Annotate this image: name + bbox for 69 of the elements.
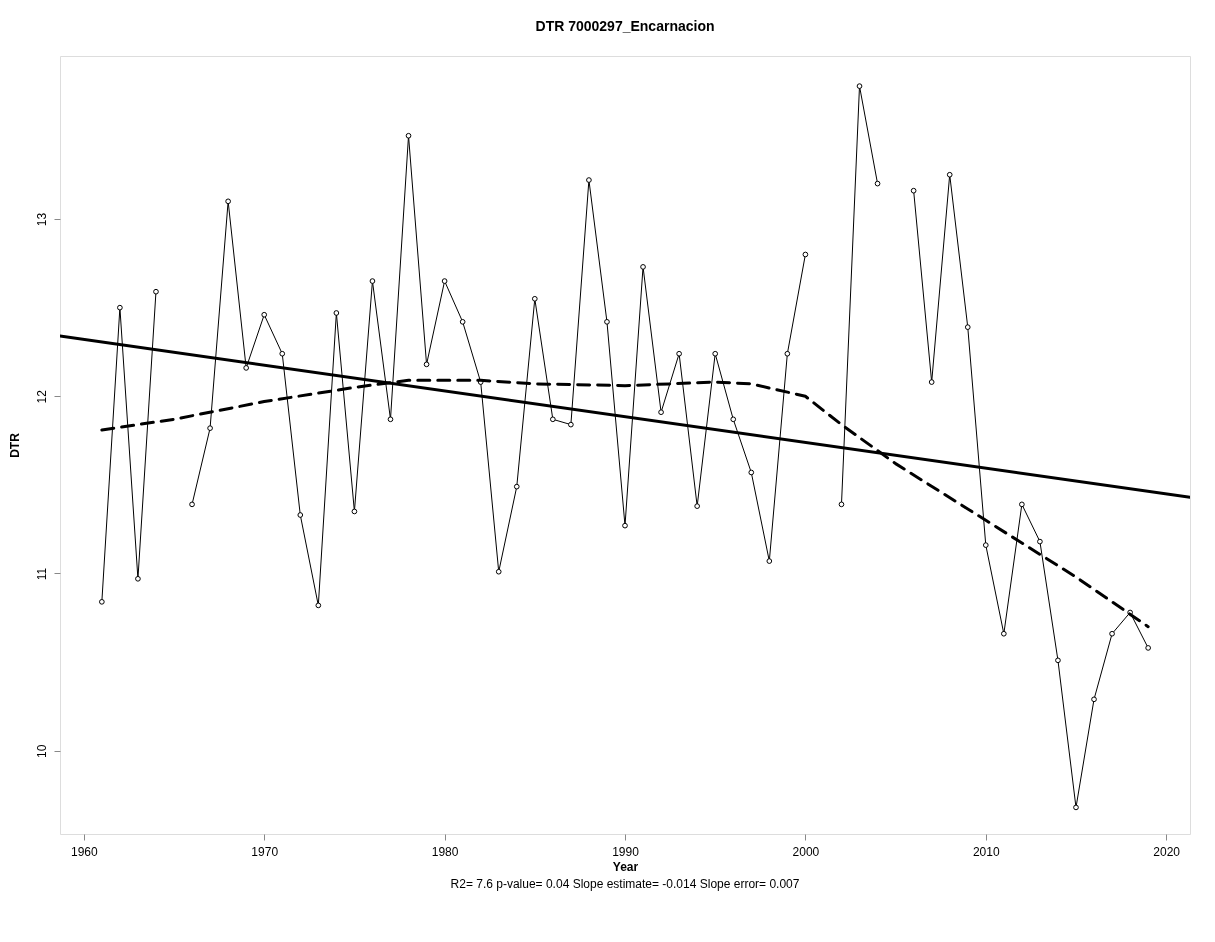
point <box>550 416 556 423</box>
point <box>748 469 755 476</box>
point <box>568 421 574 428</box>
x-tick-label: 1980 <box>431 844 459 859</box>
x-axis-title: Year <box>612 859 639 874</box>
point <box>658 409 664 416</box>
y-tick-label: 12 <box>34 389 49 404</box>
x-tick-label: 2010 <box>972 844 1000 859</box>
point <box>423 361 430 368</box>
y-tick-label: 11 <box>34 567 49 581</box>
point <box>117 304 123 311</box>
point <box>1055 657 1061 664</box>
point <box>225 198 231 205</box>
point <box>189 501 195 508</box>
point <box>766 558 773 564</box>
point <box>333 310 340 316</box>
point <box>99 599 105 605</box>
point <box>640 264 646 270</box>
point <box>586 177 592 183</box>
point <box>1091 696 1097 703</box>
point <box>622 522 628 529</box>
point <box>207 425 213 431</box>
x-tick-label: 2000 <box>792 844 820 859</box>
point <box>135 575 141 582</box>
point <box>1109 630 1115 637</box>
point <box>712 350 719 357</box>
x-tick-label: 1990 <box>612 844 640 859</box>
point <box>1145 645 1151 651</box>
point <box>1037 538 1043 545</box>
point <box>910 187 917 194</box>
point <box>730 416 737 423</box>
point <box>495 568 502 575</box>
y-tick-label: 13 <box>34 212 49 227</box>
point <box>315 602 322 609</box>
point <box>459 318 466 325</box>
point <box>369 278 376 284</box>
point <box>694 503 700 509</box>
text: R2= 7.6 p-value= 0.04 Slope estimate= -0.014 Slope error= 0.007 <box>450 877 800 891</box>
chart-title: DTR 7000297_Encarnacion <box>535 18 715 34</box>
point <box>856 83 863 89</box>
point <box>928 379 935 385</box>
point <box>802 251 809 258</box>
point <box>153 288 159 295</box>
point <box>874 180 881 187</box>
point <box>838 501 845 508</box>
point <box>387 416 394 423</box>
point <box>351 508 358 515</box>
y-axis-title: DTR <box>7 432 22 458</box>
point <box>261 311 268 318</box>
point <box>1000 630 1007 637</box>
point <box>982 542 989 548</box>
x-tick-label: 2020 <box>1153 844 1181 859</box>
point <box>441 278 448 284</box>
point <box>279 350 286 357</box>
point <box>405 132 412 139</box>
point <box>297 512 304 518</box>
point <box>1019 501 1025 508</box>
point <box>946 171 953 178</box>
point <box>784 350 791 357</box>
point <box>513 483 520 490</box>
y-tick-label: 10 <box>34 744 49 758</box>
x-tick-label: 1970 <box>251 844 279 859</box>
point <box>1073 804 1079 811</box>
point <box>531 295 538 302</box>
point <box>964 324 971 330</box>
x-tick-label: 1960 <box>70 844 98 859</box>
point <box>243 365 250 371</box>
point <box>676 350 682 357</box>
point <box>604 318 610 325</box>
